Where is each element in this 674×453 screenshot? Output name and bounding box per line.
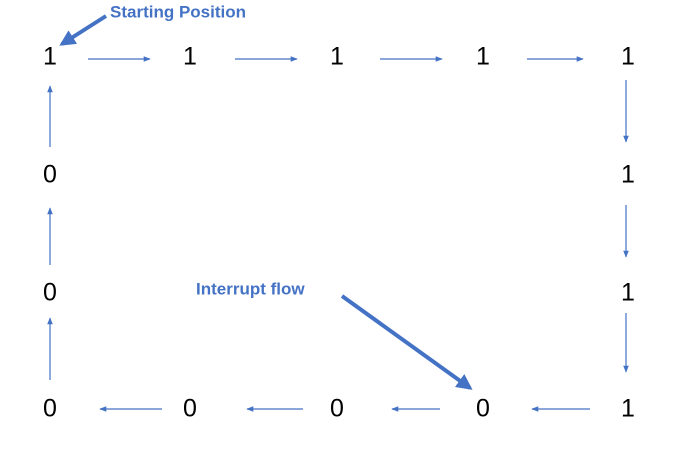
node-label: 1 — [621, 161, 635, 189]
start-pointer — [59, 14, 108, 46]
interrupt-pointer — [340, 294, 473, 390]
node-label: 0 — [476, 395, 490, 423]
node-label: 1 — [621, 395, 635, 423]
node-label: 0 — [43, 161, 57, 189]
node-label: 0 — [43, 395, 57, 423]
annotation: Interrupt flow — [196, 279, 305, 298]
node-label: 1 — [476, 43, 490, 71]
node-label: 1 — [183, 43, 197, 71]
annotation: Starting Position — [110, 2, 246, 21]
node-label: 0 — [183, 395, 197, 423]
nodes: 1 1 1 1 1 1 1 1 0 0 0 0 0 0 — [43, 43, 635, 423]
node-label: 1 — [621, 43, 635, 71]
node-label: 0 — [43, 279, 57, 307]
node-label: 1 — [330, 43, 344, 71]
node-label: 1 — [621, 279, 635, 307]
flow-arrows — [47, 56, 629, 412]
node-label: 1 — [43, 43, 57, 71]
node-label: 0 — [330, 395, 344, 423]
